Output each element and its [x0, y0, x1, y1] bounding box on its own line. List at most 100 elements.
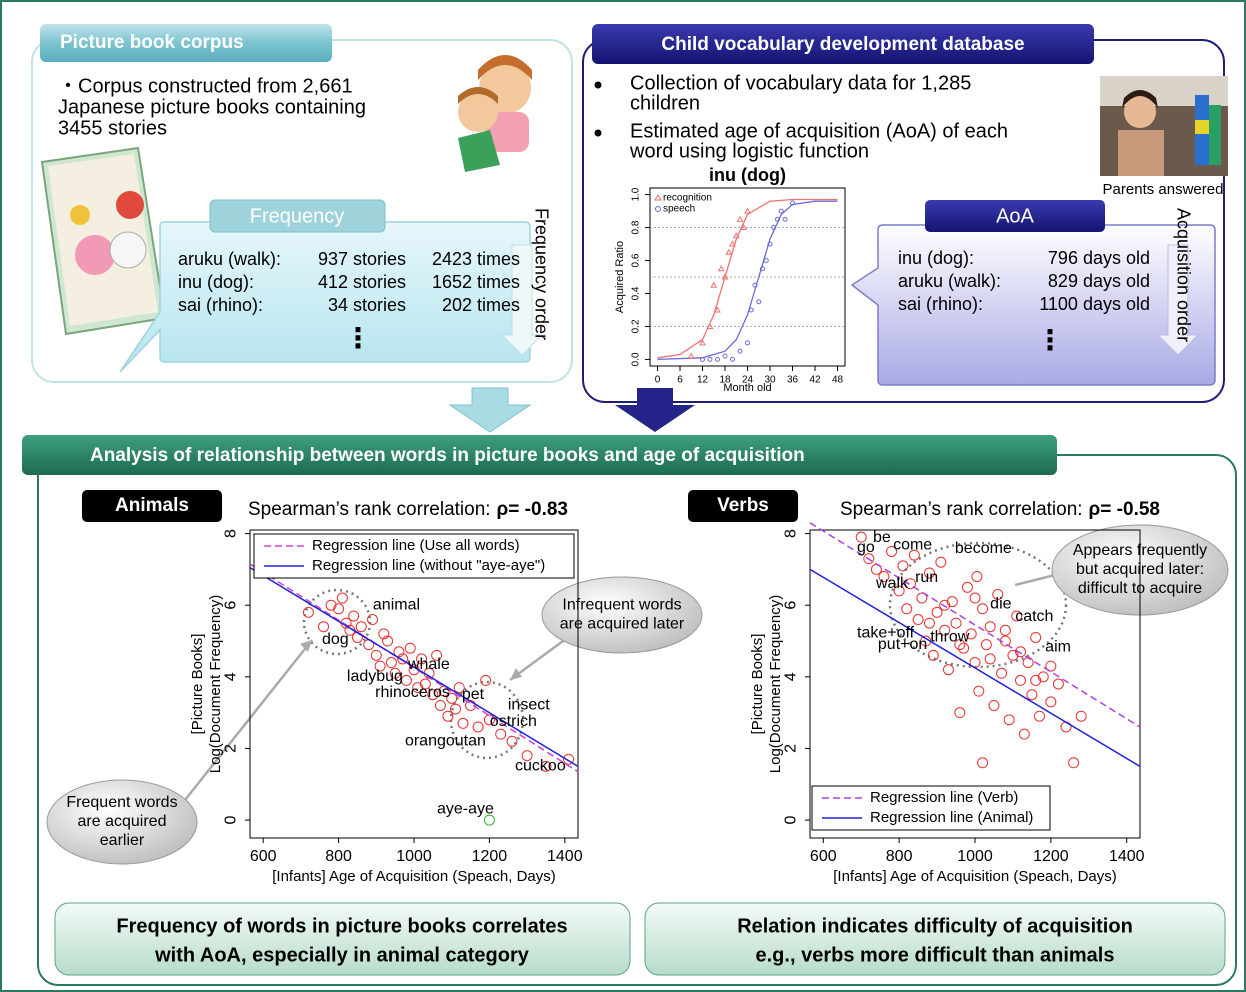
point	[1003, 714, 1015, 726]
point	[348, 610, 360, 622]
frequency-bubble	[119, 221, 531, 373]
point	[710, 281, 718, 288]
point	[771, 225, 777, 231]
y-tick-label: 6	[782, 601, 799, 610]
category-tag	[688, 490, 798, 522]
word: aruku (walk):	[898, 271, 1001, 291]
point	[1007, 649, 1019, 661]
y-axis-label: Log(Document Frequency)	[207, 595, 224, 773]
x-tick-label: 24	[742, 375, 754, 386]
point	[700, 356, 705, 362]
x-tick-label: 42	[809, 375, 821, 386]
point	[722, 353, 728, 359]
legend-marker	[655, 206, 661, 212]
category-tag	[82, 490, 222, 522]
point	[935, 556, 947, 568]
point	[699, 339, 706, 346]
x-tick-label: 1400	[547, 848, 583, 865]
point	[389, 667, 401, 679]
ellipsis: ⋮	[344, 322, 372, 353]
word: inu (dog):	[178, 272, 254, 292]
point-label: insect	[508, 697, 550, 714]
point	[971, 571, 983, 583]
point	[980, 639, 992, 651]
point	[946, 596, 958, 608]
y-tick-label: 0	[782, 816, 799, 825]
bullet-text: Collection of vocabulary data for 1,285	[630, 72, 971, 94]
point	[1030, 631, 1042, 643]
point	[1033, 710, 1045, 722]
point	[969, 592, 981, 604]
occurrence-count: 1652 times	[432, 272, 520, 292]
point	[923, 617, 935, 629]
x-tick-label: 1200	[1033, 848, 1069, 865]
order-label: Frequency order	[531, 208, 551, 340]
point	[752, 282, 758, 288]
panel-title: Picture book corpus	[60, 32, 244, 53]
point	[992, 588, 1004, 600]
frequency-title: Frequency	[250, 205, 345, 227]
point	[1045, 696, 1057, 708]
callout-text: are acquired	[78, 813, 167, 830]
x-axis-label: Month old	[723, 382, 771, 394]
point	[923, 567, 935, 579]
point-label: aim	[1045, 638, 1071, 655]
point	[442, 710, 454, 722]
regression-line	[809, 568, 1141, 768]
point	[370, 649, 382, 661]
point	[916, 592, 928, 604]
point	[988, 699, 1000, 711]
point	[745, 340, 750, 346]
point	[1015, 674, 1027, 686]
point	[901, 603, 913, 615]
y-axis-label: Log(Document Frequency)	[767, 595, 784, 773]
point	[999, 624, 1011, 636]
occurrence-count: 2423 times	[432, 249, 520, 269]
point	[954, 639, 966, 651]
database-tab	[592, 24, 1094, 64]
point	[1075, 710, 1087, 722]
point	[996, 667, 1008, 679]
point	[400, 674, 412, 686]
aoa-value: 1100 days old	[1039, 294, 1150, 314]
point	[367, 614, 379, 626]
conclusion-box	[644, 902, 1226, 976]
callout-text: but acquired later:	[1076, 561, 1204, 578]
x-tick-label: 1400	[1109, 848, 1145, 865]
flow-arrow	[615, 388, 695, 432]
order-arrow	[1156, 244, 1200, 356]
y-axis-label: Acquired Ratio	[614, 241, 626, 313]
point	[374, 660, 386, 672]
point	[457, 717, 469, 729]
category-tag-label: Animals	[115, 495, 189, 516]
point	[717, 265, 725, 272]
regression-line	[809, 522, 1141, 728]
conclusion: Frequency of words in picture books corr…	[116, 915, 567, 937]
point-label: put+on	[878, 636, 927, 653]
point	[737, 348, 743, 354]
point	[1068, 757, 1080, 769]
legend-label: recognition	[663, 193, 712, 204]
y-axis-label: [Picture Books]	[189, 634, 206, 735]
point	[480, 674, 492, 686]
point-label: be	[873, 529, 891, 546]
legend-marker	[654, 194, 662, 201]
point	[782, 216, 788, 222]
regression-line	[249, 563, 579, 773]
bullet	[594, 81, 602, 89]
x-tick-label: 48	[832, 375, 844, 386]
point	[740, 224, 748, 231]
x-tick-label: 600	[810, 848, 837, 865]
conclusion: e.g., verbs more difficult than animals	[756, 944, 1115, 966]
point-label: die	[990, 595, 1011, 612]
legend-label: Regression line (Verb)	[870, 789, 1018, 806]
point	[336, 592, 348, 604]
bullet-text: word using logistic function	[629, 140, 869, 162]
point-label: pet	[462, 686, 485, 703]
y-tick-label: 6	[222, 601, 239, 610]
correlation-title: Spearman’s rank correlation:	[248, 499, 491, 520]
point	[412, 682, 424, 694]
point	[446, 692, 458, 704]
y-tick-label: 0.8	[631, 220, 642, 234]
point	[431, 649, 443, 661]
